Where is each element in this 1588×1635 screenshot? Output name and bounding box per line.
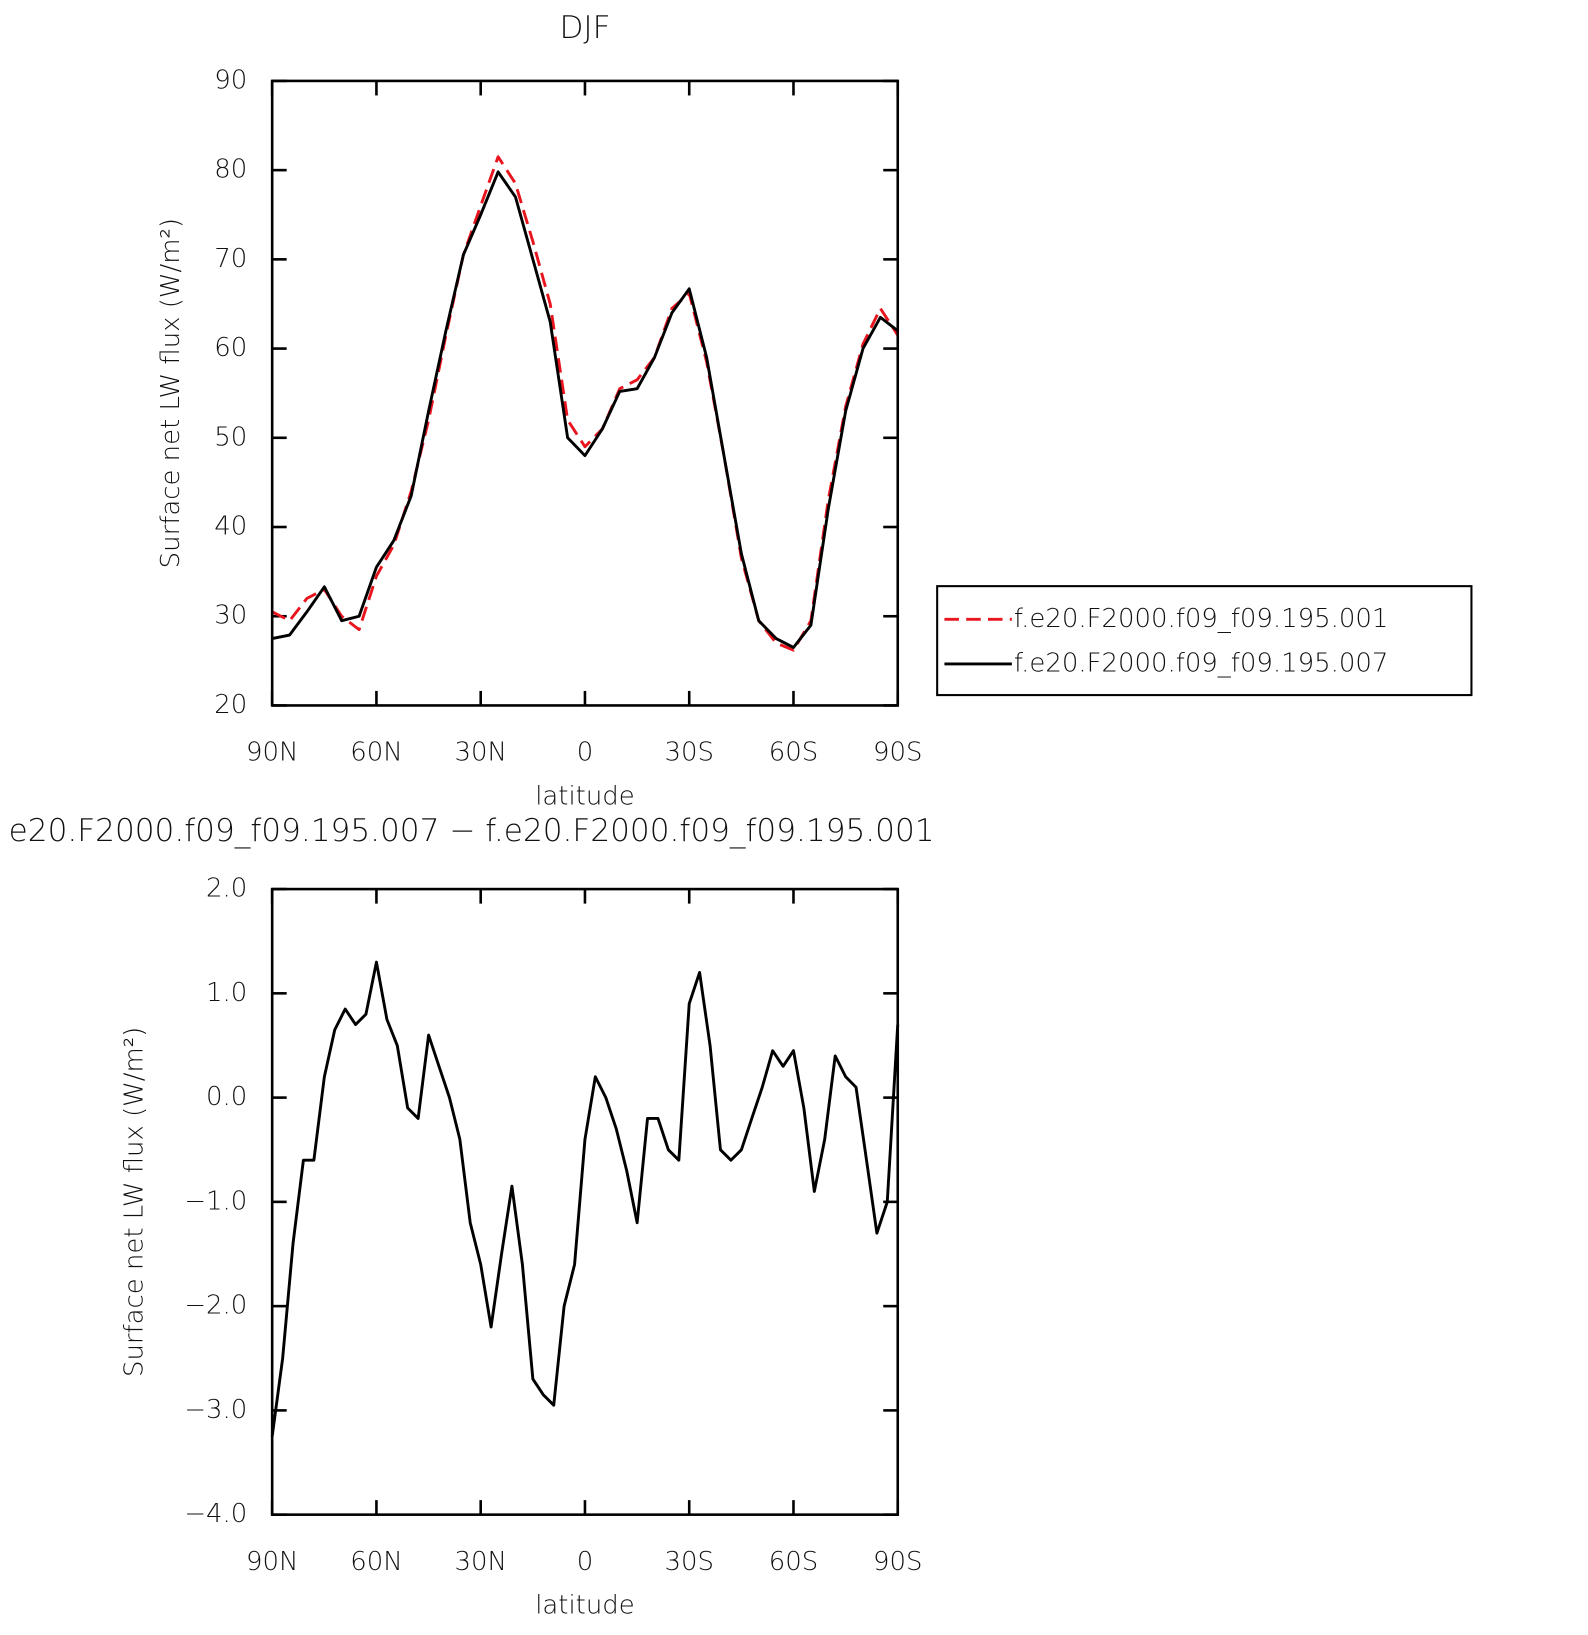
- y-tick-label: −3.0: [184, 1395, 247, 1425]
- chart-title: e20.F2000.f09_f09.195.007 − f.e20.F2000.…: [9, 813, 935, 849]
- legend-label: f.e20.F2000.f09_f09.195.007: [1014, 648, 1388, 678]
- y-tick-label: 50: [214, 422, 247, 452]
- y-tick-label: 30: [214, 601, 247, 631]
- x-tick-label: 60N: [350, 738, 402, 768]
- x-tick-label: 60S: [769, 1547, 818, 1577]
- y-axis-label: Surface net LW flux (W/m²): [156, 218, 186, 568]
- y-tick-label: 0.0: [206, 1082, 247, 1112]
- x-tick-label: 0: [577, 738, 594, 768]
- legend-box: [936, 585, 1473, 697]
- y-tick-label: 40: [214, 512, 247, 542]
- data-line: [271, 155, 899, 652]
- y-tick-label: 90: [214, 65, 247, 95]
- y-axis-label: Surface net LW flux (W/m²): [120, 1027, 150, 1377]
- plot-frame: [270, 887, 900, 1516]
- legend-label: f.e20.F2000.f09_f09.195.001: [1014, 604, 1388, 634]
- x-tick-label: 90S: [873, 738, 922, 768]
- x-axis-label: latitude: [535, 1590, 634, 1620]
- y-tick-label: −4.0: [184, 1499, 247, 1529]
- x-tick-label: 0: [577, 1547, 594, 1577]
- x-tick-label: 90S: [873, 1547, 922, 1577]
- x-tick-label: 60S: [769, 738, 818, 768]
- data-line: [271, 170, 899, 649]
- x-tick-label: 30S: [664, 738, 713, 768]
- y-tick-label: 2.0: [206, 874, 247, 904]
- chart-title: DJF: [559, 10, 610, 46]
- y-tick-label: 80: [214, 155, 247, 185]
- x-tick-label: 30N: [454, 738, 506, 768]
- y-tick-label: −1.0: [184, 1186, 247, 1216]
- y-tick-label: −2.0: [184, 1291, 247, 1321]
- y-tick-label: 60: [214, 333, 247, 363]
- x-tick-label: 90N: [246, 738, 298, 768]
- y-tick-label: 20: [214, 690, 247, 720]
- x-axis-label: latitude: [535, 781, 634, 811]
- y-tick-label: 1.0: [206, 978, 247, 1008]
- y-tick-label: 70: [214, 244, 247, 274]
- x-tick-label: 30N: [454, 1547, 506, 1577]
- plot-frame: [270, 79, 900, 707]
- x-tick-label: 90N: [246, 1547, 298, 1577]
- data-line: [270, 960, 900, 1437]
- x-tick-label: 30S: [664, 1547, 713, 1577]
- x-tick-label: 60N: [350, 1547, 402, 1577]
